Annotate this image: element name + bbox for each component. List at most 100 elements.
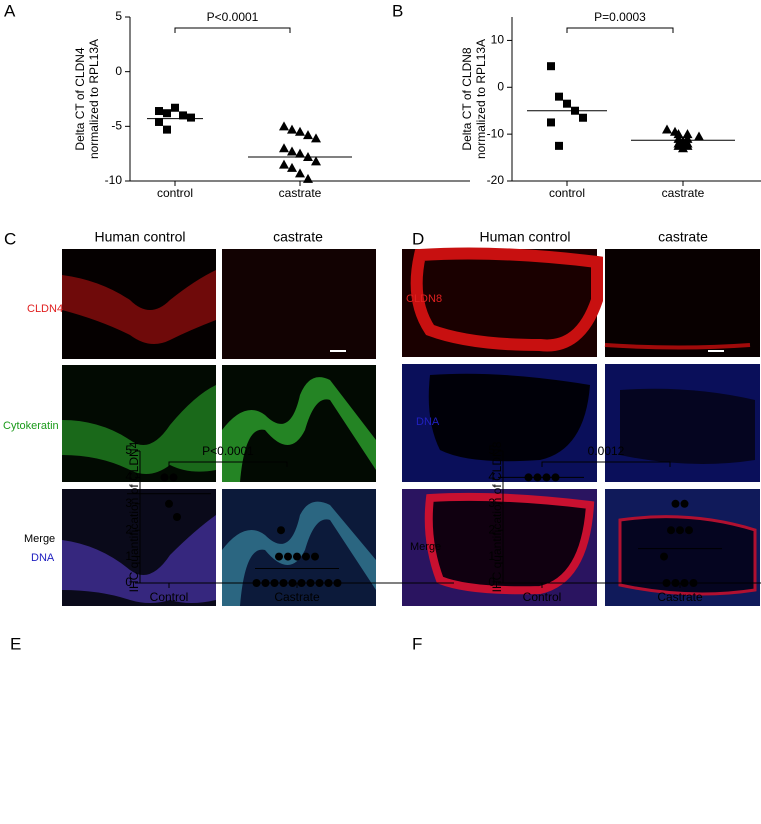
- column-header: castrate: [658, 229, 708, 245]
- y-tick-label: 5: [115, 9, 122, 23]
- y-tick-label: -5: [111, 119, 122, 133]
- y-tick-label: 10: [491, 33, 505, 47]
- point: [279, 159, 289, 169]
- panel-letter: F: [412, 634, 422, 653]
- y-tick-label: 1: [125, 549, 132, 563]
- point: [306, 579, 315, 587]
- point: [270, 579, 279, 587]
- point: [279, 579, 288, 587]
- point: [288, 579, 297, 587]
- panel-letter: A: [4, 1, 16, 20]
- stain: [62, 515, 216, 603]
- y-tick-label: 2: [125, 522, 132, 536]
- annotation: P<0.0001: [202, 444, 254, 458]
- point: [287, 162, 297, 172]
- point: [579, 113, 587, 122]
- point: [694, 131, 704, 141]
- point: [303, 173, 313, 183]
- stain: [604, 343, 751, 350]
- stain: [62, 270, 216, 344]
- y-tick-label: 5: [125, 443, 132, 457]
- point: [302, 552, 310, 561]
- point: [671, 579, 680, 587]
- point: [671, 499, 680, 508]
- point: [173, 513, 181, 521]
- y-axis-label: Delta CT of CLDN4: [73, 47, 87, 150]
- significance-bracket: [168, 461, 288, 467]
- y-tick-label: 0: [488, 575, 495, 589]
- point: [673, 129, 684, 139]
- significance-bracket: [541, 461, 671, 467]
- point: [275, 552, 283, 561]
- point: [555, 141, 563, 150]
- point: [169, 473, 178, 482]
- point: [333, 579, 342, 587]
- panel-d: Human control castrate CLDN8 DNA Merge: [402, 229, 760, 606]
- x-tick-label: control: [549, 186, 585, 200]
- y-axis-label: IHC quantification of CLDN4: [127, 441, 141, 592]
- x-tick-label: Control: [150, 590, 189, 604]
- row-label: DNA: [31, 552, 55, 564]
- point: [685, 526, 693, 535]
- y-axis-label: Delta CT of CLDN8: [460, 47, 474, 150]
- significance-bracket: [174, 27, 291, 33]
- y-tick-label: -20: [487, 173, 505, 187]
- point: [667, 526, 675, 535]
- x-tick-label: castrate: [279, 186, 322, 200]
- point: [287, 124, 297, 134]
- column-header: Human control: [94, 229, 185, 245]
- stain: [424, 492, 595, 595]
- annotation: 0.0012: [588, 444, 625, 458]
- y-tick-label: 2: [488, 522, 495, 536]
- point: [279, 121, 289, 131]
- panel-letter: D: [412, 229, 424, 248]
- row-label: Merge: [24, 533, 55, 545]
- point: [315, 579, 324, 587]
- stain: [618, 515, 757, 596]
- point: [295, 168, 305, 178]
- x-tick-label: Castrate: [274, 590, 320, 604]
- annotation: P<0.0001: [207, 10, 259, 24]
- point: [678, 143, 688, 153]
- stain: [222, 377, 376, 482]
- point: [311, 552, 319, 561]
- point: [324, 579, 333, 587]
- point: [680, 499, 689, 508]
- point: [293, 552, 301, 561]
- micrograph: [222, 249, 376, 359]
- y-axis-label: IHC quantification of CLDN8: [490, 441, 504, 592]
- point: [277, 526, 285, 535]
- micrograph: [605, 249, 760, 357]
- x-tick-label: Control: [523, 590, 562, 604]
- point: [662, 124, 672, 134]
- y-tick-label: 0: [115, 64, 122, 78]
- point: [155, 107, 163, 116]
- point: [662, 579, 671, 587]
- point: [187, 113, 195, 122]
- x-tick-label: Castrate: [657, 590, 703, 604]
- column-header: Human control: [479, 229, 570, 245]
- point: [689, 579, 698, 587]
- stain: [410, 247, 603, 352]
- point: [547, 118, 555, 127]
- point: [295, 148, 305, 158]
- y-tick-label: 5: [488, 443, 495, 457]
- y-tick-label: 0: [497, 79, 504, 93]
- significance-bracket: [566, 27, 674, 33]
- point: [311, 133, 321, 143]
- column-header: castrate: [273, 229, 323, 245]
- row-label: Cytokeratin: [3, 420, 59, 432]
- point: [311, 156, 321, 166]
- y-axis-label: normalized to RPL13A: [474, 39, 488, 159]
- point: [680, 579, 689, 587]
- row-label: CLDN8: [406, 293, 442, 305]
- point: [682, 129, 693, 139]
- y-tick-label: 0: [125, 575, 132, 589]
- point: [163, 125, 171, 134]
- point: [563, 99, 571, 108]
- point: [279, 143, 289, 153]
- point: [676, 526, 684, 535]
- panel-letter: C: [4, 229, 16, 248]
- point: [555, 92, 563, 101]
